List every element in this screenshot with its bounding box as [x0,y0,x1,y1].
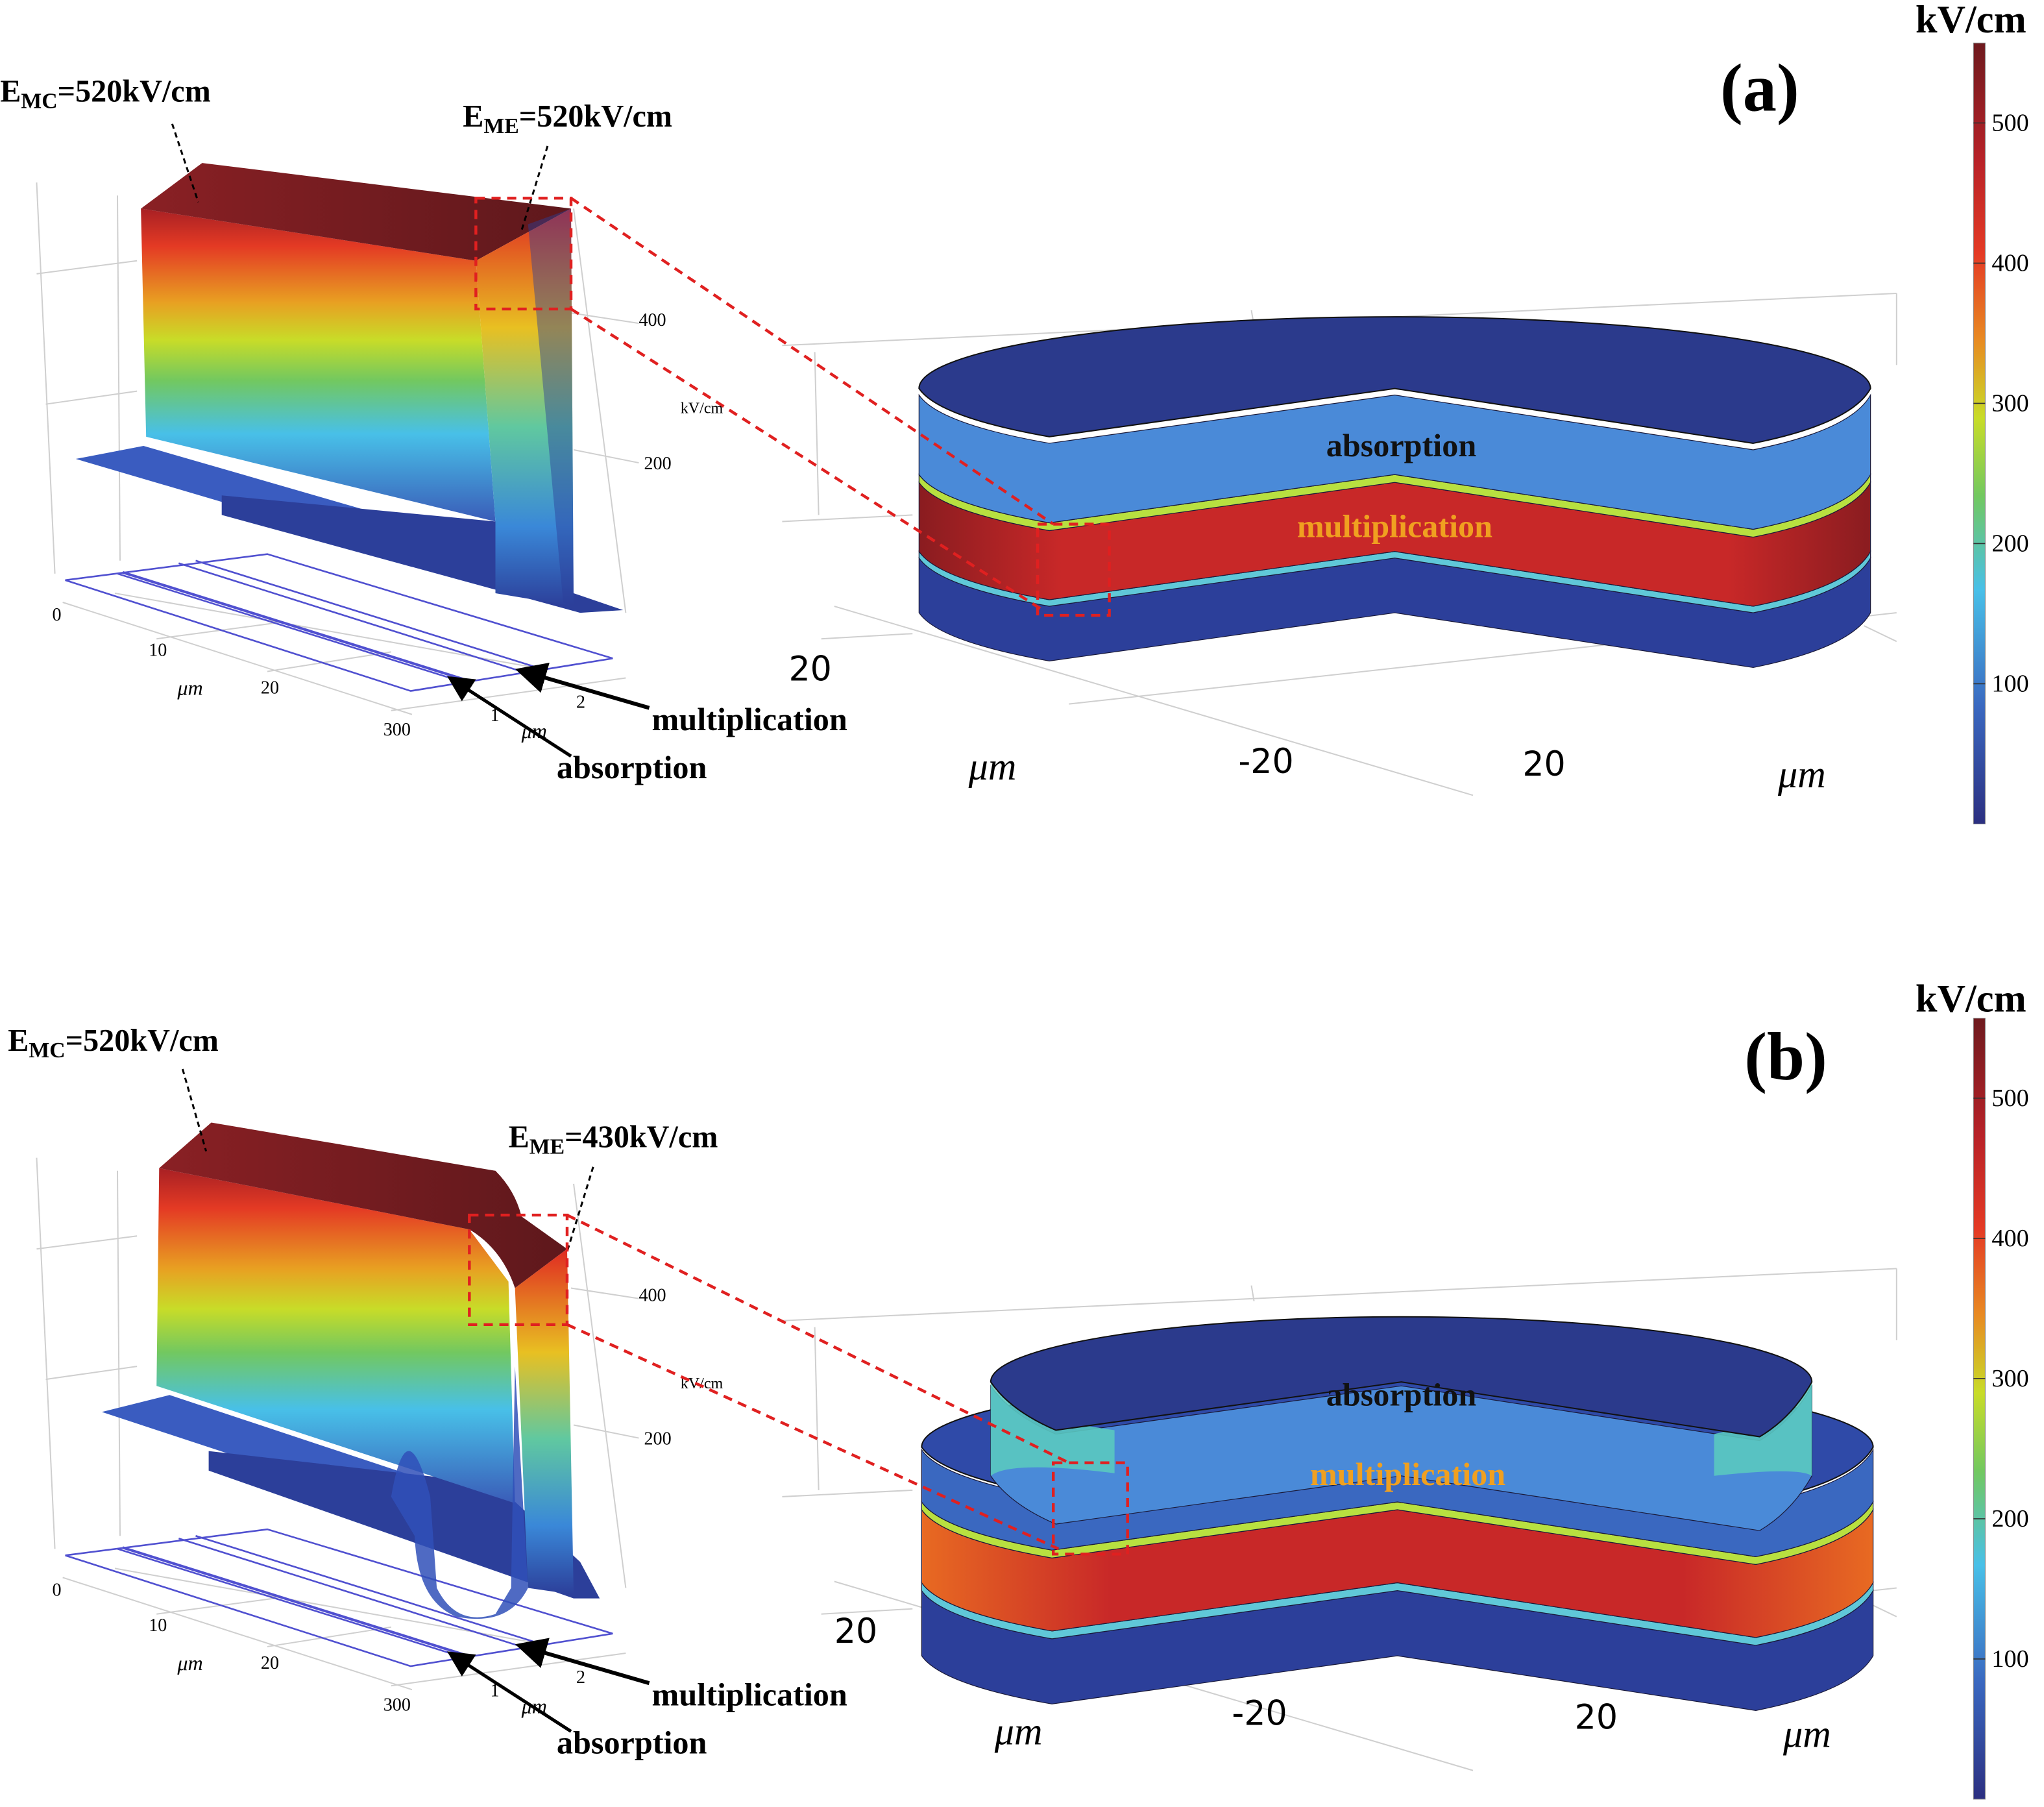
device-axis-unit-right: μm [1777,753,1826,796]
zoom-indicator [468,1213,1129,1556]
colorbar-tick-label: 400 [1991,1225,2028,1252]
multiplication-arrow [515,663,650,710]
device-top-surface [990,1316,1813,1438]
device-axis-unit-left: μm [994,1710,1043,1754]
colorbar-tick-label: 300 [1991,1365,2028,1392]
field-slab-top [159,1122,567,1288]
field-slab-top [141,163,572,261]
axis-tick-label: 0 [53,605,62,625]
colorbar: kV/cm 500 400 300 200 100 [1916,0,2029,824]
colorbar-unit: kV/cm [1916,977,2026,1021]
axis-tick-label: 10 [149,640,167,660]
axis-tick-label: 20 [261,678,279,698]
device-absorption-layer [918,393,1871,530]
colorbar-unit: kV/cm [1916,0,2026,42]
device-zoom-box [1036,522,1111,617]
eme-label: EME=430kV/cm [509,1120,718,1159]
axis-tick-label: 2 [576,693,585,713]
left-field-plot: EMC=520kV/cmEME=520kV/cm400200kV/cm01020… [0,75,847,785]
field-step-front [515,1249,574,1595]
colorbar-tick-label: 100 [1991,1645,2028,1673]
emc-leader [171,123,199,203]
axis-tick-label: 0 [402,1695,411,1715]
colorbar-tick-label: 500 [1991,1085,2028,1112]
panel-a: EMC=520kV/cmEME=520kV/cm400200kV/cm01020… [0,0,2029,824]
axis-tick-label: 2 [576,1667,585,1688]
plot-zoom-box [474,197,573,311]
colorbar-tick-label: 200 [1991,530,2028,558]
panel-b: EMC=520kV/cmEME=430kV/cm400200kV/cm01020… [8,977,2029,1800]
plot-grid [36,1157,639,1691]
colorbar-gradient [1973,1018,1986,1800]
device-3d-model: absorption multiplication 20 -20 20 μm μm [782,292,1897,796]
plot-zoom-box [468,1213,569,1327]
layer-outline-wireframe [65,1528,613,1667]
annotation-multiplication: multiplication [652,1676,847,1712]
annotation-absorption: absorption [557,749,707,785]
field-slab-front [156,1168,515,1503]
colorbar-tick-label: 300 [1991,389,2028,417]
emc-label: EMC=520kV/cm [0,75,211,114]
device-axis-tick: 20 [1575,1698,1618,1737]
layer-label-multiplication: multiplication [1310,1456,1505,1492]
zoom-indicator [474,197,1111,617]
field-slab-front [141,208,496,522]
colorbar-tick-label: 200 [1991,1505,2028,1532]
axis-tick-label: 200 [644,454,671,474]
layer-label-multiplication: multiplication [1297,508,1492,545]
axis-tick-label: 200 [644,1429,671,1449]
panel-label: (b) [1744,1019,1827,1094]
annotation-absorption: absorption [557,1725,707,1761]
device-axis-unit-right: μm [1782,1713,1831,1756]
layer-label-absorption: absorption [1326,427,1477,463]
colorbar-tick-label: 500 [1991,109,2028,136]
x-axis-unit: μm [176,676,202,700]
axis-tick-label: 400 [639,1286,666,1306]
axis-tick-label: 10 [149,1616,167,1636]
absorption-arrow [446,676,572,758]
left-field-plot: EMC=520kV/cmEME=430kV/cm400200kV/cm01020… [8,1024,847,1761]
annotation-multiplication: multiplication [652,701,847,737]
layer-label-absorption: absorption [1326,1376,1477,1412]
colorbar-gradient [1973,42,1986,824]
plot-grid [36,182,639,715]
field-dip [391,1366,528,1619]
device-3d-model: absorption multiplication 20 -20 20 μm μm [782,1268,1897,1771]
axis-tick-label: 20 [261,1653,279,1673]
axis-tick-label: 0 [53,1580,62,1601]
device-zoom-box [1051,1461,1129,1556]
device-grid [782,292,1897,796]
device-axis-tick: 20 [834,1612,877,1651]
layer-outline-wireframe [65,553,613,692]
axis-tick-label: 30 [383,1695,402,1715]
panel-label: (a) [1720,51,1799,126]
device-axis-tick: -20 [1238,743,1293,781]
base-surface [208,1451,600,1599]
colorbar-tick-label: 400 [1991,249,2028,277]
eme-label: EME=520kV/cm [463,99,672,138]
emc-leader [181,1068,208,1152]
device-axis-tick: -20 [1232,1694,1287,1733]
x-axis-unit: μm [176,1651,202,1675]
absorption-arrow [446,1651,572,1733]
device-axis-unit-left: μm [968,745,1017,789]
axis-tick-label: 1 [490,706,499,726]
device-axis-tick: 20 [788,650,831,689]
colorbar: kV/cm 500 400 300 200 100 [1916,977,2029,1800]
multiplication-arrow [515,1638,650,1686]
axis-tick-label: 1 [490,1680,499,1701]
axis-tick-label: 0 [402,720,411,740]
eme-leader [566,1166,594,1252]
device-axis-tick: 20 [1522,745,1565,784]
axis-tick-label: 30 [383,720,402,740]
eme-leader [520,145,549,231]
device-top-surface [918,316,1871,444]
emc-label: EMC=520kV/cm [8,1024,219,1063]
colorbar-tick-label: 100 [1991,670,2028,698]
axis-tick-label: 400 [639,310,666,330]
